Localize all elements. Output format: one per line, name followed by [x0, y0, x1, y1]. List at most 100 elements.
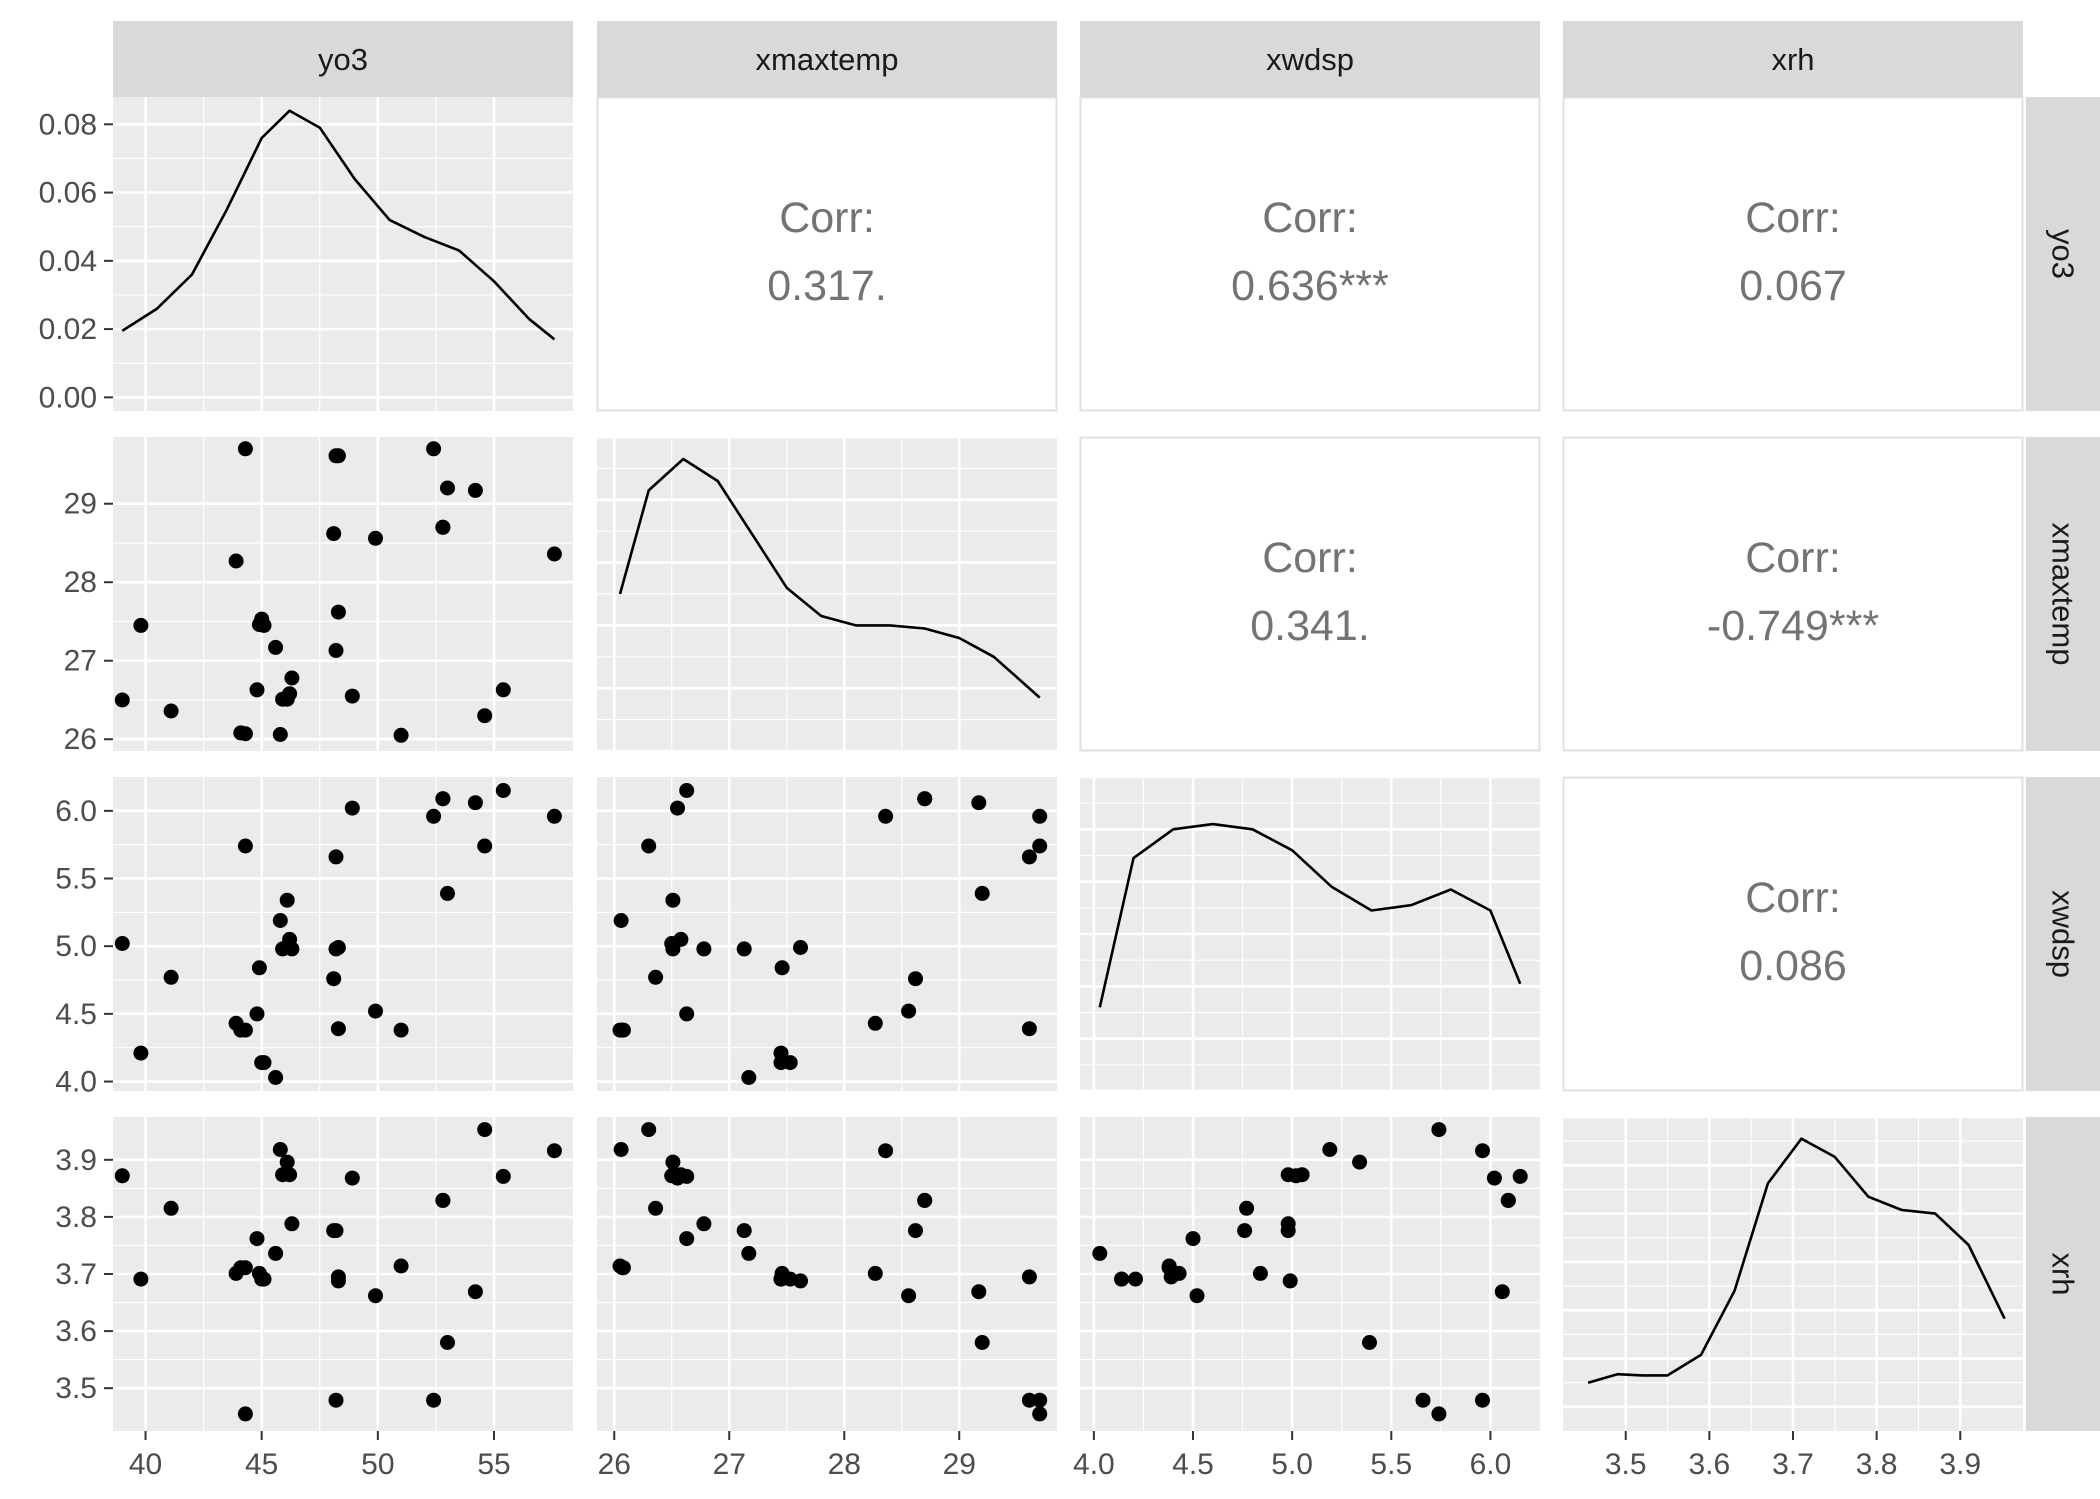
y-tick-label: 4.5: [55, 998, 97, 1031]
scatter-point: [867, 1265, 883, 1281]
y-tick-label: 27: [64, 645, 97, 678]
scatter-point: [546, 546, 562, 562]
panel-xwdsp-xmaxtemp: [597, 777, 1057, 1091]
scatter-point: [971, 795, 987, 811]
scatter-point: [793, 1273, 808, 1289]
scatter-point: [696, 1216, 712, 1232]
scatter-point: [326, 971, 342, 987]
scatter-point: [344, 1170, 360, 1186]
scatter-point: [328, 643, 344, 658]
scatter-point: [773, 1271, 789, 1287]
scatter-point: [328, 849, 344, 865]
scatter-point: [1475, 1392, 1490, 1408]
column-strip-xwdsp: [1080, 21, 1540, 97]
x-tick-label: 26: [598, 1448, 631, 1481]
column-strip-yo3: [113, 21, 573, 97]
scatter-point: [426, 1392, 442, 1408]
scatter-point: [495, 1168, 511, 1184]
x-tick-label: 3.9: [1939, 1448, 1981, 1481]
scatter-point: [612, 1022, 628, 1038]
x-tick-label: 5.5: [1370, 1448, 1412, 1481]
scatter-point: [971, 1284, 987, 1300]
scatter-point: [1021, 1021, 1037, 1037]
scatter-point: [1475, 1143, 1490, 1159]
scatter-point: [328, 941, 344, 957]
y-tick-label: 3.5: [55, 1372, 97, 1405]
scatter-point: [275, 691, 291, 707]
corr-panel-border: [1079, 436, 1541, 752]
x-tick-label: 55: [477, 1448, 510, 1481]
scatter-point: [1500, 1192, 1516, 1208]
panel-xrh-xrh: [1563, 1115, 2023, 1431]
scatter-point: [679, 1168, 695, 1184]
panel-background: [113, 97, 573, 411]
scatter-point: [612, 1258, 628, 1274]
y-tick-label: 6.0: [55, 795, 97, 828]
x-tick-label: 3.8: [1856, 1448, 1898, 1481]
scatter-point: [256, 617, 272, 633]
scatter-point: [1352, 1154, 1368, 1170]
panels-layer: Corr: 0.317. Corr: 0.636*** Corr: 0.067 Corr: 0…: [113, 96, 2024, 1431]
panel-yo3-xmaxtemp: Corr: 0.317.: [596, 96, 1058, 412]
scatter-point: [368, 1003, 383, 1019]
scatter-point: [426, 808, 442, 824]
scatter-point: [1280, 1223, 1296, 1239]
corr-panel-border: [1079, 96, 1541, 412]
x-tick-label: 45: [245, 1448, 278, 1481]
axes-layer: 40 45 50 55 26 27 28 29 4.0 4.5 5.0 5.5 6.0 3.5 3.6 3.7…: [39, 108, 1982, 1481]
scatter-point: [251, 960, 267, 976]
scatter-point: [641, 838, 657, 854]
scatter-point: [440, 885, 455, 901]
row-strip-label: xrh: [2046, 1252, 2081, 1295]
scatter-point: [974, 885, 990, 901]
scatter-point: [114, 936, 130, 951]
scatter-point: [435, 1192, 451, 1208]
scatter-point: [114, 692, 130, 708]
x-tick-label: 29: [943, 1448, 976, 1481]
panel-xwdsp-yo3: [113, 777, 573, 1091]
scatter-point: [477, 838, 493, 854]
density-curve-xrh: [1587, 1137, 2006, 1384]
corr-label: Corr:: [1262, 194, 1358, 242]
scatter-point: [908, 971, 923, 987]
corr-value: -0.749***: [1707, 602, 1879, 650]
scatter-point: [114, 1168, 130, 1184]
row-strip-xmaxtemp: [2026, 437, 2100, 751]
panel-xmaxtemp-xrh: Corr: -0.749***: [1562, 436, 2024, 752]
y-tick-label: 3.6: [55, 1315, 97, 1348]
scatter-point: [1512, 1168, 1528, 1184]
scatter-point: [1322, 1142, 1338, 1157]
column-strip-xrh: [1563, 21, 2023, 97]
x-tick-label: 27: [713, 1448, 746, 1481]
scatter-point: [546, 808, 562, 824]
scatter-point: [679, 1231, 695, 1247]
scatter-point: [867, 1015, 883, 1031]
scatter-point: [1021, 1392, 1037, 1408]
x-tick-label: 3.6: [1689, 1448, 1731, 1481]
scatter-point: [330, 1021, 346, 1037]
scatter-point: [467, 482, 483, 498]
scatter-point: [1431, 1122, 1447, 1138]
scatter-point: [901, 1288, 917, 1304]
x-tick-label: 28: [828, 1448, 861, 1481]
x-tick-label: 5.0: [1271, 1448, 1313, 1481]
row-strip-label: xmaxtemp: [2046, 523, 2081, 666]
scatter-point: [1431, 1406, 1447, 1422]
scatter-point: [256, 1055, 272, 1071]
scatter-point: [393, 1258, 409, 1274]
scatter-point: [228, 553, 244, 569]
scatter-point: [546, 1143, 562, 1159]
scatter-point: [736, 941, 752, 957]
scatter-point: [1032, 1392, 1048, 1408]
scatter-point: [440, 480, 455, 496]
column-strip-label: xwdsp: [1266, 42, 1354, 77]
panel-yo3-xwdsp: Corr: 0.636***: [1079, 96, 1541, 412]
scatter-point: [477, 1122, 493, 1138]
scatter-point: [237, 1022, 253, 1038]
column-strip-label: xrh: [1771, 42, 1814, 77]
scatter-point: [773, 1055, 789, 1071]
y-tick-label: 0.02: [39, 313, 97, 346]
scatter-point: [435, 791, 451, 807]
scatter-point: [237, 726, 253, 742]
